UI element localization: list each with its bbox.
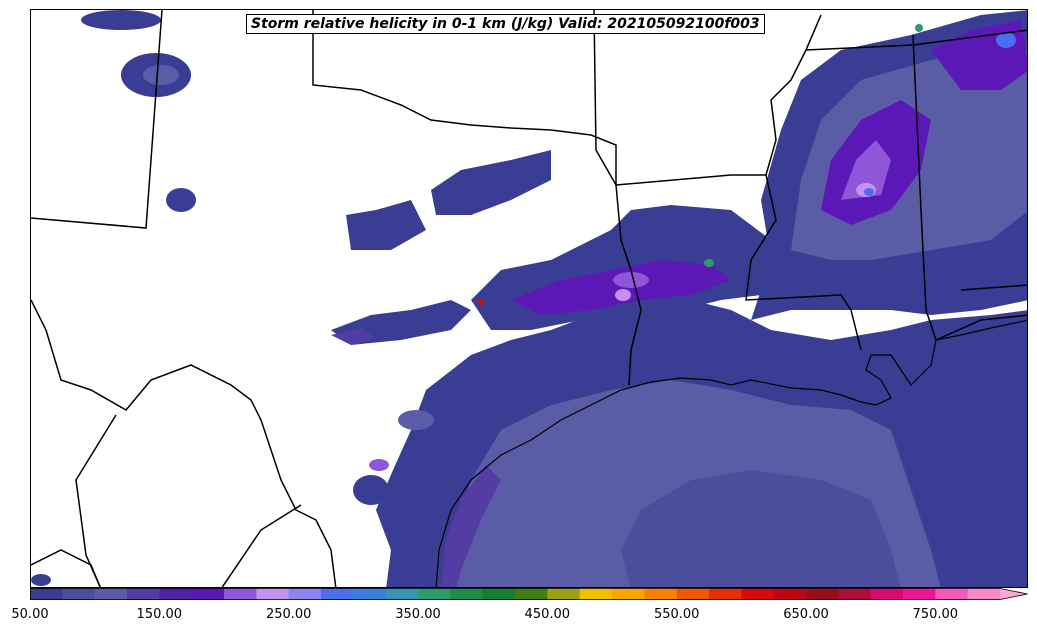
- nw-blob-inner: [143, 65, 179, 85]
- colorbar-segment: [288, 588, 322, 600]
- colorbar-segment: [515, 588, 548, 600]
- colorbar-segment: [353, 588, 387, 600]
- colorbar-segment: [418, 588, 451, 600]
- sw-blob-2: [398, 410, 434, 430]
- sw-blob: [353, 475, 389, 505]
- mexico-state-line-2: [221, 504, 302, 587]
- colorbar-segment: [385, 588, 419, 600]
- colorbar-segment: [644, 588, 678, 600]
- al-fl-border: [960, 284, 1027, 291]
- mexico-state-line: [75, 414, 117, 587]
- tx-streamer-2: [346, 200, 426, 250]
- colorbar-tick-label: 150.00: [136, 607, 183, 622]
- ne-blue-spot: [996, 32, 1016, 48]
- nm-tx-border: [31, 10, 163, 229]
- ark-la-violet: [613, 272, 649, 288]
- colorbar-segment: [870, 588, 904, 600]
- sw-blob-violet: [369, 459, 389, 471]
- colorbar-tick-label: 750.00: [912, 607, 959, 622]
- ne-green-spot: [915, 24, 923, 32]
- ark-la-light: [615, 289, 631, 301]
- colorbar: [30, 588, 1028, 600]
- colorbar-segment: [773, 588, 807, 600]
- colorbar-segment: [806, 588, 839, 600]
- ms-river-border: [765, 14, 822, 176]
- colorbar-tick-label: 250.00: [265, 607, 312, 622]
- colorbar-segment: [450, 588, 484, 600]
- colorbar-segment: [967, 588, 1001, 600]
- ms-al-violet: [841, 140, 891, 200]
- colorbar-segment: [741, 588, 775, 600]
- colorbar-segment: [321, 588, 354, 600]
- colorbar-segment: [579, 588, 613, 600]
- map-panel: [30, 9, 1028, 588]
- colorbar-tick-label: 450.00: [524, 607, 571, 622]
- mexico-state-line-3: [31, 549, 101, 587]
- colorbar-extend-arrow: [1000, 588, 1028, 600]
- colorbar-segment: [547, 588, 581, 600]
- tx-streamer-1: [431, 150, 551, 215]
- west-blob-3: [166, 188, 196, 212]
- colorbar-tick-label: 650.00: [783, 607, 829, 622]
- political-boundaries: [31, 10, 1027, 587]
- bottom-left-blob: [31, 574, 51, 586]
- colorbar-segment: [676, 588, 710, 600]
- colorbar-segment: [482, 588, 516, 600]
- map-title: Storm relative helicity in 0-1 km (J/kg)…: [246, 14, 765, 34]
- la-ms-border: [745, 174, 862, 351]
- colorbar-segment: [224, 588, 257, 600]
- tn-border: [805, 29, 1027, 51]
- tx-streamer-4: [331, 328, 376, 345]
- nw-blob-2: [81, 10, 161, 30]
- gulf-coastline: [435, 319, 1027, 587]
- colorbar-segment: [612, 588, 645, 600]
- ok-tx-border: [312, 10, 617, 185]
- ark-la-purple: [511, 260, 731, 315]
- ar-border: [593, 10, 766, 186]
- fl-panhandle: [935, 314, 1027, 341]
- colorbar-segment: [709, 588, 742, 600]
- colorbar-segment: [935, 588, 969, 600]
- colorbar-segment: [838, 588, 872, 600]
- colorbar-segment: [94, 588, 128, 600]
- colorbar-segment: [30, 588, 63, 600]
- colorbar-tick-label: 350.00: [395, 607, 441, 622]
- tx-la-border: [615, 184, 642, 386]
- colorbar-segment: [127, 588, 160, 600]
- colorbar-segment: [191, 588, 225, 600]
- texas-coast-band: [441, 465, 501, 587]
- gulf-inner-field: [621, 470, 901, 587]
- colorbar-segment: [256, 588, 290, 600]
- small-red-spot: [478, 299, 484, 305]
- map-canvas: [31, 10, 1027, 587]
- colorbar-tick-label: 50.00: [11, 607, 49, 622]
- colorbar-outline: [30, 588, 1028, 600]
- ark-la-green: [704, 259, 714, 267]
- ms-al-blue: [864, 188, 874, 196]
- rio-grande: [31, 299, 337, 587]
- colorbar-segment: [903, 588, 936, 600]
- ms-al-border: [912, 34, 937, 341]
- helicity-shading: [31, 10, 1027, 587]
- colorbar-tick-label: 550.00: [653, 607, 700, 622]
- colorbar-segment: [62, 588, 96, 600]
- colorbar-segment: [159, 588, 193, 600]
